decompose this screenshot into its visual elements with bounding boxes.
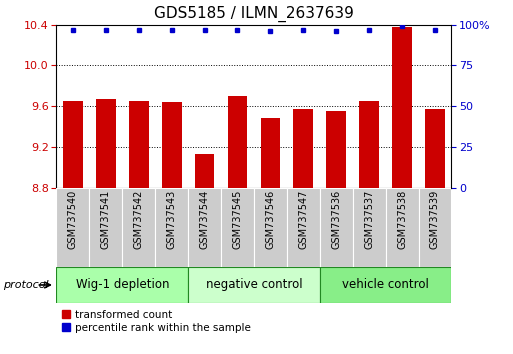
Bar [254, 188, 287, 267]
Text: GSM737547: GSM737547 [299, 190, 308, 249]
Bar [56, 188, 89, 267]
Bar [228, 96, 247, 188]
Bar [359, 101, 379, 188]
Text: GSM737538: GSM737538 [397, 190, 407, 249]
Text: Wig-1 depletion: Wig-1 depletion [75, 279, 169, 291]
Bar [194, 154, 214, 188]
Title: GDS5185 / ILMN_2637639: GDS5185 / ILMN_2637639 [154, 6, 354, 22]
Text: GSM737543: GSM737543 [167, 190, 176, 249]
Legend: transformed count, percentile rank within the sample: transformed count, percentile rank withi… [62, 310, 251, 333]
Bar [56, 267, 188, 303]
Bar [386, 188, 419, 267]
Text: GSM737541: GSM737541 [101, 190, 111, 249]
Text: GSM737537: GSM737537 [364, 190, 374, 249]
Text: GSM737544: GSM737544 [200, 190, 209, 249]
Text: protocol: protocol [3, 280, 48, 290]
Bar [63, 101, 83, 188]
Bar [221, 188, 254, 267]
Text: GSM737545: GSM737545 [232, 190, 243, 249]
Bar [392, 27, 412, 188]
Text: GSM737540: GSM737540 [68, 190, 78, 249]
Bar [188, 267, 320, 303]
Bar [320, 267, 451, 303]
Bar [89, 188, 122, 267]
Text: GSM737536: GSM737536 [331, 190, 341, 249]
Bar [261, 119, 280, 188]
Bar [122, 188, 155, 267]
Bar [353, 188, 386, 267]
Text: GSM737546: GSM737546 [265, 190, 275, 249]
Bar [419, 188, 451, 267]
Text: GSM737539: GSM737539 [430, 190, 440, 249]
Text: negative control: negative control [206, 279, 302, 291]
Text: GSM737542: GSM737542 [134, 190, 144, 249]
Bar [425, 109, 445, 188]
Bar [188, 188, 221, 267]
Bar [293, 109, 313, 188]
Bar [129, 101, 149, 188]
Bar [155, 188, 188, 267]
Bar [162, 102, 182, 188]
Bar [287, 188, 320, 267]
Bar [320, 188, 353, 267]
Bar [326, 111, 346, 188]
Bar [96, 99, 115, 188]
Text: vehicle control: vehicle control [342, 279, 429, 291]
